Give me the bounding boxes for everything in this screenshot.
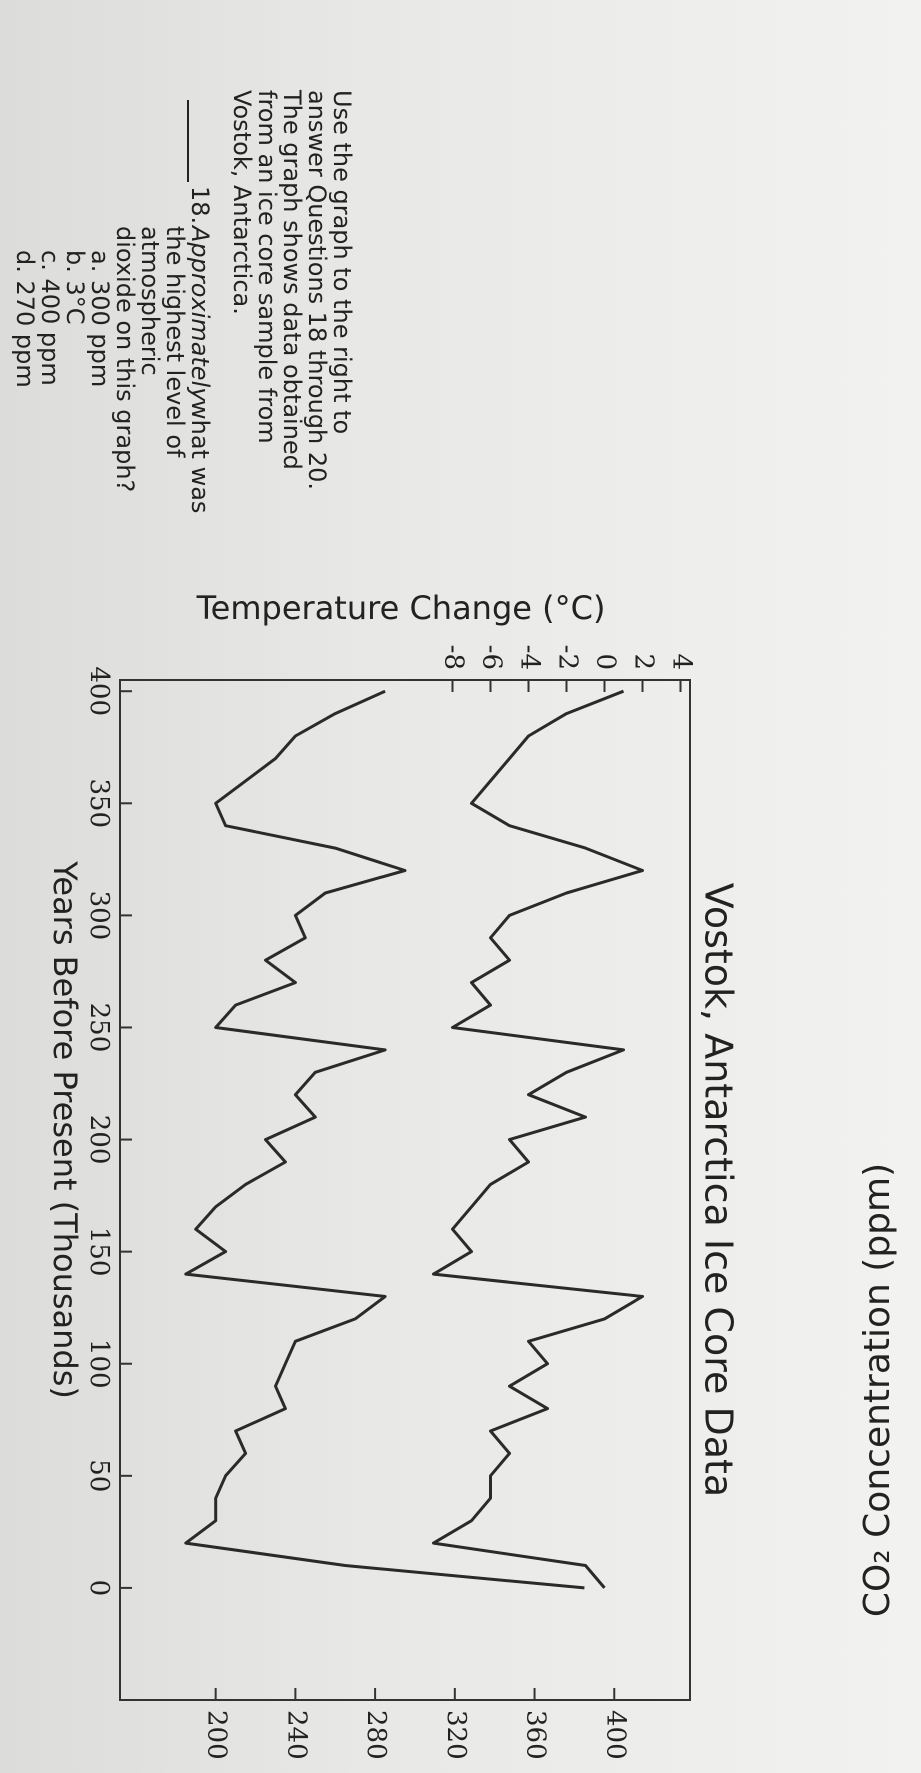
x-tick-label: 400 — [84, 666, 114, 716]
x-tick-label: 200 — [84, 1115, 114, 1165]
y2-tick-label: 240 — [281, 1710, 311, 1760]
x-axis-label: Years Before Present (Thousands) — [46, 860, 84, 1399]
data-line — [184, 689, 585, 1590]
y-tick-label: -6 — [477, 645, 507, 670]
answer-option: a. 300 ppm — [86, 250, 114, 387]
data-line — [432, 689, 644, 1589]
y-tick-label: -2 — [553, 645, 583, 670]
answer-option: b. 3°C — [61, 250, 89, 325]
instruction-line: Use the graph to the right to — [328, 90, 356, 434]
y-tick-label: 2 — [629, 653, 659, 670]
question-stem: what was — [186, 400, 214, 513]
x-tick-label: 0 — [84, 1580, 114, 1597]
y2-tick-label: 200 — [202, 1710, 232, 1760]
instruction-line: answer Questions 18 through 20. — [303, 90, 331, 490]
x-tick-label: 350 — [84, 778, 114, 828]
plot-frame — [119, 679, 691, 1701]
x-tick-label: 100 — [84, 1339, 114, 1389]
question-number: 18. — [186, 186, 214, 224]
y2-tick-label: 360 — [521, 1710, 551, 1760]
answer-option: c. 400 ppm — [36, 250, 64, 386]
answer-option: d. 270 ppm — [11, 250, 39, 388]
question-stem: the highest level of — [161, 226, 189, 458]
y2-axis-label: CO₂ Concentration (ppm) — [857, 1163, 898, 1617]
chart-title: Vostok, Antarctica Ice Core Data — [697, 883, 741, 1497]
x-tick-label: 300 — [84, 891, 114, 941]
question-stem: dioxide on this graph? — [111, 226, 139, 492]
instruction-line: from an ice core sample from — [253, 90, 281, 444]
y2-tick-label: 400 — [600, 1710, 630, 1760]
x-tick-label: 250 — [84, 1003, 114, 1053]
y-tick-label: 0 — [591, 653, 621, 670]
y2-tick-label: 280 — [361, 1710, 391, 1760]
x-tick-label: 150 — [84, 1227, 114, 1277]
y2-tick-label: 320 — [441, 1710, 471, 1760]
instruction-line: Vostok, Antarctica. — [228, 90, 256, 315]
question-emphasis: Approximately — [186, 224, 214, 402]
y-tick-label: -4 — [515, 645, 545, 670]
y-axis-label: Temperature Change (°C) — [196, 589, 606, 627]
y-tick-label: -8 — [439, 645, 469, 670]
question-stem: atmospheric — [136, 226, 164, 376]
x-tick-label: 50 — [84, 1459, 114, 1492]
instruction-line: The graph shows data obtained — [278, 89, 306, 470]
y-tick-label: 4 — [667, 653, 697, 670]
